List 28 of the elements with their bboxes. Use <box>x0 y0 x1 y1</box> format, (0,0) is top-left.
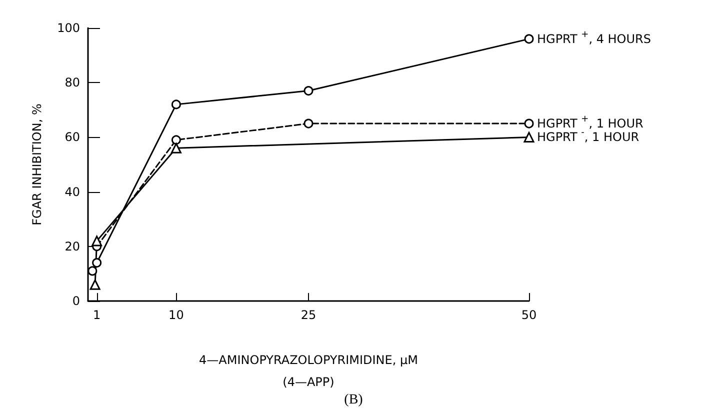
point <box>171 100 181 110</box>
x-tick-label: 25 <box>300 308 316 322</box>
point <box>524 132 534 142</box>
point <box>524 34 534 44</box>
y-tick-label: 40 <box>64 184 80 199</box>
x-tick-label: 1 <box>93 308 101 322</box>
y-tick-label: 80 <box>64 76 80 90</box>
y-tick-label: 20 <box>64 239 80 254</box>
x-tick-label: 50 <box>521 308 537 322</box>
y-axis-title: FGAR INHIBITION, % <box>30 104 44 226</box>
point <box>92 236 102 246</box>
point <box>88 266 98 276</box>
series-label: HGPRT +, 1 HOUR <box>537 114 644 131</box>
point <box>170 142 182 154</box>
point <box>92 258 102 268</box>
y-tick-label: 60 <box>64 130 80 144</box>
y-tick-label: 0 <box>72 294 80 308</box>
series-label: HGPRT +, 4 HOURS <box>537 30 652 46</box>
y-tick-label: 100 <box>57 21 80 35</box>
point <box>90 279 100 290</box>
point <box>304 118 314 128</box>
x-tick-label: 10 <box>168 308 184 322</box>
series-label: HGPRT -, 1 HOUR <box>537 128 640 144</box>
point <box>304 86 314 96</box>
point <box>171 135 181 145</box>
x-axis-title: 4—AMINOPYRAZOLOPYRIMIDINE, μM (4—APP) <box>199 353 418 389</box>
point <box>524 118 534 128</box>
text: (B) <box>344 392 364 408</box>
